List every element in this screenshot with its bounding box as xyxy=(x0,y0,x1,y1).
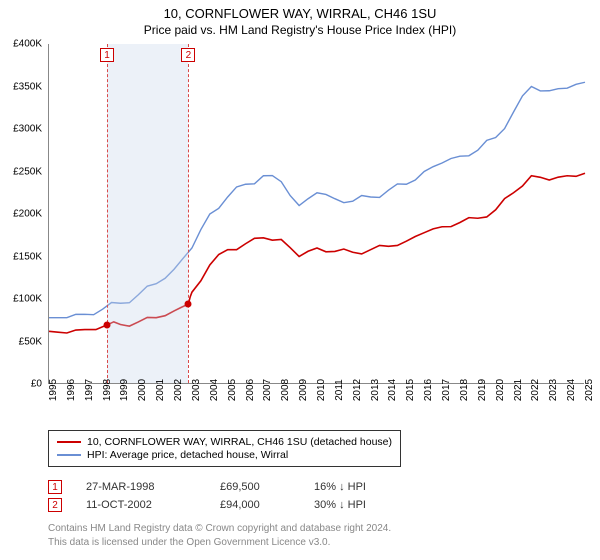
sale-marker-icon: 2 xyxy=(48,498,62,512)
x-tick-label: 2022 xyxy=(530,379,541,401)
legend-row: HPI: Average price, detached house, Wirr… xyxy=(57,449,392,461)
sale-diff: 16% ↓ HPI xyxy=(314,481,404,493)
sale-dash-line xyxy=(188,44,189,383)
x-tick-label: 2013 xyxy=(370,379,381,401)
y-tick-label: £400K xyxy=(13,39,42,50)
chart-title: 10, CORNFLOWER WAY, WIRRAL, CH46 1SU xyxy=(0,6,600,21)
x-tick-label: 2010 xyxy=(316,379,327,401)
y-tick-label: £300K xyxy=(13,124,42,135)
sale-row: 1 27-MAR-1998 £69,500 16% ↓ HPI xyxy=(48,480,404,494)
x-tick-label: 2002 xyxy=(173,379,184,401)
x-axis: 1995199619971998199920002001200220032004… xyxy=(48,386,584,436)
x-tick-label: 2015 xyxy=(405,379,416,401)
sale-marker-box: 2 xyxy=(181,48,195,62)
sale-price: £69,500 xyxy=(220,481,290,493)
y-tick-label: £200K xyxy=(13,209,42,220)
x-tick-label: 2024 xyxy=(566,379,577,401)
x-tick-label: 1995 xyxy=(48,379,59,401)
sale-price: £94,000 xyxy=(220,499,290,511)
x-tick-label: 2001 xyxy=(155,379,166,401)
y-tick-label: £0 xyxy=(31,379,42,390)
x-tick-label: 2000 xyxy=(137,379,148,401)
sale-marker-icon: 1 xyxy=(48,480,62,494)
sale-row: 2 11-OCT-2002 £94,000 30% ↓ HPI xyxy=(48,498,404,512)
x-tick-label: 2014 xyxy=(387,379,398,401)
x-tick-label: 2011 xyxy=(334,379,345,401)
x-tick-label: 1997 xyxy=(84,379,95,401)
sale-dash-line xyxy=(107,44,108,383)
sale-date: 27-MAR-1998 xyxy=(86,481,196,493)
sale-diff: 30% ↓ HPI xyxy=(314,499,404,511)
sale-marker-box: 1 xyxy=(100,48,114,62)
legend-label: HPI: Average price, detached house, Wirr… xyxy=(87,449,288,461)
x-tick-label: 1996 xyxy=(66,379,77,401)
legend-swatch xyxy=(57,454,81,456)
x-tick-label: 2018 xyxy=(459,379,470,401)
x-tick-label: 2025 xyxy=(584,379,595,401)
x-tick-label: 2017 xyxy=(441,379,452,401)
x-tick-label: 2023 xyxy=(548,379,559,401)
plot-area: 12 xyxy=(48,44,584,384)
y-tick-label: £50K xyxy=(19,336,42,347)
legend-label: 10, CORNFLOWER WAY, WIRRAL, CH46 1SU (de… xyxy=(87,436,392,448)
legend-row: 10, CORNFLOWER WAY, WIRRAL, CH46 1SU (de… xyxy=(57,436,392,448)
y-tick-label: £250K xyxy=(13,166,42,177)
sale-dot xyxy=(185,301,192,308)
x-tick-label: 2009 xyxy=(298,379,309,401)
x-tick-label: 2012 xyxy=(352,379,363,401)
legend-swatch xyxy=(57,441,81,443)
y-tick-label: £350K xyxy=(13,81,42,92)
x-tick-label: 2021 xyxy=(513,379,524,401)
x-tick-label: 2016 xyxy=(423,379,434,401)
footer-line: This data is licensed under the Open Gov… xyxy=(48,536,391,550)
footer: Contains HM Land Registry data © Crown c… xyxy=(48,522,391,549)
x-tick-label: 2004 xyxy=(209,379,220,401)
x-tick-label: 2020 xyxy=(495,379,506,401)
y-tick-label: £100K xyxy=(13,294,42,305)
x-tick-label: 2005 xyxy=(227,379,238,401)
chart-container: 10, CORNFLOWER WAY, WIRRAL, CH46 1SU Pri… xyxy=(0,0,600,560)
x-tick-label: 2006 xyxy=(245,379,256,401)
legend: 10, CORNFLOWER WAY, WIRRAL, CH46 1SU (de… xyxy=(48,430,401,467)
sales-table: 1 27-MAR-1998 £69,500 16% ↓ HPI 2 11-OCT… xyxy=(48,476,404,516)
title-block: 10, CORNFLOWER WAY, WIRRAL, CH46 1SU Pri… xyxy=(0,0,600,39)
footer-line: Contains HM Land Registry data © Crown c… xyxy=(48,522,391,536)
shade-band xyxy=(107,44,188,383)
chart-subtitle: Price paid vs. HM Land Registry's House … xyxy=(0,23,600,37)
sale-dot xyxy=(104,321,111,328)
y-axis: £0£50K£100K£150K£200K£250K£300K£350K£400… xyxy=(0,44,46,384)
x-tick-label: 1999 xyxy=(119,379,130,401)
x-tick-label: 1998 xyxy=(102,379,113,401)
x-tick-label: 2008 xyxy=(280,379,291,401)
x-tick-label: 2007 xyxy=(262,379,273,401)
sale-date: 11-OCT-2002 xyxy=(86,499,196,511)
y-tick-label: £150K xyxy=(13,251,42,262)
x-tick-label: 2019 xyxy=(477,379,488,401)
x-tick-label: 2003 xyxy=(191,379,202,401)
